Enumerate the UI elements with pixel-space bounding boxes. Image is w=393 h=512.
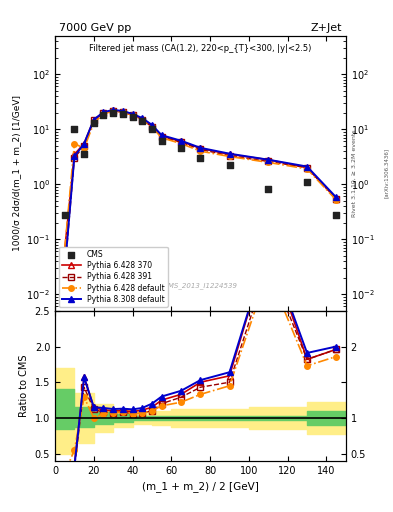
Text: CMS_2013_I1224539: CMS_2013_I1224539 xyxy=(163,282,237,289)
CMS xyxy=(197,154,204,162)
Pythia 6.428 default xyxy=(150,124,154,130)
Pythia 6.428 391 xyxy=(150,124,154,130)
Pythia 6.428 default xyxy=(72,140,77,146)
Pythia 6.428 391 xyxy=(72,155,77,161)
Pythia 8.308 default xyxy=(130,111,135,117)
Pythia 6.428 391 xyxy=(266,158,271,164)
Pythia 6.428 default xyxy=(92,120,96,126)
CMS xyxy=(149,125,155,133)
Pythia 6.428 default xyxy=(130,112,135,118)
Pythia 8.308 default xyxy=(111,107,116,113)
CMS xyxy=(91,119,97,127)
Pythia 8.308 default xyxy=(82,140,86,146)
Pythia 6.428 default xyxy=(111,108,116,114)
CMS xyxy=(226,161,233,169)
Pythia 6.428 391 xyxy=(179,139,184,145)
Pythia 6.428 391 xyxy=(305,165,309,171)
Pythia 6.428 default xyxy=(82,145,86,152)
Line: Pythia 6.428 370: Pythia 6.428 370 xyxy=(62,108,339,252)
Pythia 6.428 370 xyxy=(198,145,203,152)
Pythia 8.308 default xyxy=(62,267,67,273)
Pythia 6.428 391 xyxy=(159,134,164,140)
Pythia 6.428 370 xyxy=(72,151,77,157)
Pythia 6.428 391 xyxy=(82,143,86,149)
Pythia 8.308 default xyxy=(305,163,309,169)
Pythia 6.428 391 xyxy=(121,109,125,115)
CMS xyxy=(129,113,136,121)
CMS xyxy=(178,144,184,153)
Line: Pythia 6.428 default: Pythia 6.428 default xyxy=(62,108,339,252)
X-axis label: (m_1 + m_2) / 2 [GeV]: (m_1 + m_2) / 2 [GeV] xyxy=(142,481,259,492)
CMS xyxy=(304,178,310,186)
Line: Pythia 8.308 default: Pythia 8.308 default xyxy=(62,107,339,272)
CMS xyxy=(110,109,116,117)
Pythia 6.428 370 xyxy=(62,246,67,252)
CMS xyxy=(158,137,165,145)
Text: Filtered jet mass (CA(1.2), 220<p_{T}<300, |y|<2.5): Filtered jet mass (CA(1.2), 220<p_{T}<30… xyxy=(89,44,312,53)
Pythia 6.428 370 xyxy=(305,165,309,171)
Pythia 8.308 default xyxy=(101,109,106,115)
Y-axis label: 1000/σ 2dσ/d(m_1 + m_2) [1/GeV]: 1000/σ 2dσ/d(m_1 + m_2) [1/GeV] xyxy=(12,95,21,251)
Pythia 6.428 default xyxy=(62,246,67,252)
Pythia 8.308 default xyxy=(150,122,154,128)
Legend: CMS, Pythia 6.428 370, Pythia 6.428 391, Pythia 6.428 default, Pythia 8.308 defa: CMS, Pythia 6.428 370, Pythia 6.428 391,… xyxy=(59,247,168,307)
Pythia 6.428 370 xyxy=(111,108,116,114)
Pythia 6.428 370 xyxy=(159,133,164,139)
Pythia 6.428 default xyxy=(179,140,184,146)
Pythia 8.308 default xyxy=(72,154,77,160)
Pythia 6.428 default xyxy=(121,109,125,115)
Pythia 6.428 default xyxy=(266,159,271,165)
Pythia 6.428 391 xyxy=(62,269,67,275)
Pythia 6.428 370 xyxy=(82,140,86,146)
CMS xyxy=(62,210,68,219)
Pythia 6.428 default xyxy=(198,148,203,154)
Pythia 6.428 default xyxy=(334,197,338,203)
Pythia 8.308 default xyxy=(159,132,164,138)
Pythia 6.428 391 xyxy=(101,110,106,116)
Pythia 6.428 391 xyxy=(111,108,116,114)
Pythia 6.428 370 xyxy=(140,116,145,122)
Pythia 8.308 default xyxy=(334,194,338,200)
Pythia 6.428 default xyxy=(159,135,164,141)
Pythia 6.428 370 xyxy=(130,112,135,118)
CMS xyxy=(81,150,87,158)
Pythia 6.428 391 xyxy=(92,117,96,123)
Pythia 8.308 default xyxy=(198,145,203,151)
Pythia 6.428 default xyxy=(140,117,145,123)
Pythia 6.428 370 xyxy=(334,196,338,202)
CMS xyxy=(265,185,272,193)
Pythia 6.428 370 xyxy=(101,110,106,116)
Pythia 8.308 default xyxy=(92,117,96,123)
CMS xyxy=(100,111,107,119)
Pythia 6.428 default xyxy=(227,154,232,160)
Text: Rivet 3.1.10, ≥ 3.2M events: Rivet 3.1.10, ≥ 3.2M events xyxy=(352,130,357,217)
Pythia 6.428 391 xyxy=(227,153,232,159)
Pythia 8.308 default xyxy=(140,115,145,121)
Pythia 8.308 default xyxy=(266,157,271,163)
Pythia 8.308 default xyxy=(121,108,125,114)
Pythia 6.428 391 xyxy=(140,117,145,123)
Line: Pythia 6.428 391: Pythia 6.428 391 xyxy=(62,108,339,275)
Pythia 6.428 391 xyxy=(334,196,338,202)
Pythia 6.428 370 xyxy=(150,123,154,129)
Text: [arXiv:1306.3436]: [arXiv:1306.3436] xyxy=(384,148,389,198)
CMS xyxy=(71,125,77,133)
Pythia 6.428 370 xyxy=(266,157,271,163)
Pythia 6.428 370 xyxy=(179,138,184,144)
CMS xyxy=(333,210,339,219)
Text: Z+Jet: Z+Jet xyxy=(310,23,342,33)
Pythia 6.428 370 xyxy=(92,117,96,123)
Pythia 6.428 default xyxy=(305,166,309,172)
CMS xyxy=(139,117,145,125)
Pythia 8.308 default xyxy=(227,151,232,157)
Text: 7000 GeV pp: 7000 GeV pp xyxy=(59,23,131,33)
Pythia 6.428 391 xyxy=(198,146,203,153)
Pythia 6.428 370 xyxy=(227,151,232,157)
Pythia 8.308 default xyxy=(179,138,184,144)
Y-axis label: Ratio to CMS: Ratio to CMS xyxy=(19,354,29,417)
Pythia 6.428 370 xyxy=(121,109,125,115)
Pythia 6.428 391 xyxy=(130,112,135,118)
Pythia 6.428 default xyxy=(101,111,106,117)
CMS xyxy=(120,110,126,118)
